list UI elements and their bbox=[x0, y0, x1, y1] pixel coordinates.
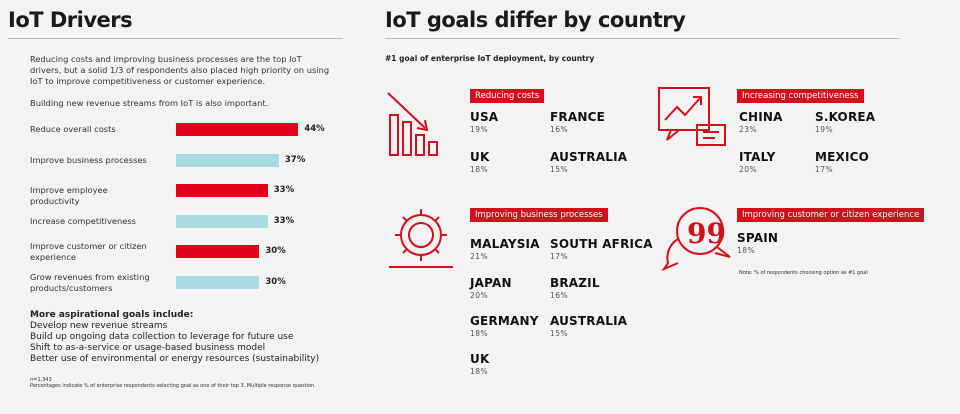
driver-value: 30% bbox=[265, 246, 286, 256]
left-title: IoT Drivers bbox=[8, 8, 133, 32]
driver-label: Improve employee productivity bbox=[30, 185, 108, 206]
group-label-improving-customer-experience: Improving customer or citizen experience bbox=[737, 208, 925, 222]
svg-text:99: 99 bbox=[687, 217, 726, 250]
aspirational-item: Develop new revenue streams bbox=[30, 321, 168, 331]
country-percent: 17% bbox=[550, 252, 569, 261]
country-percent: 20% bbox=[739, 165, 758, 174]
declining-chart-icon bbox=[385, 90, 455, 160]
driver-label: Increase competitiveness bbox=[30, 216, 136, 226]
driver-value: 30% bbox=[265, 277, 286, 287]
country-stat: UK 18% bbox=[470, 352, 489, 376]
quote-bubble-icon: 99 bbox=[660, 205, 732, 271]
country-percent: 18% bbox=[470, 329, 489, 338]
note: Note: % of respondents choosing option a… bbox=[739, 270, 868, 276]
country-name: USA bbox=[470, 110, 499, 124]
country-percent: 17% bbox=[815, 165, 834, 174]
country-percent: 18% bbox=[470, 165, 489, 174]
country-name: S.KOREA bbox=[815, 110, 876, 124]
country-stat: FRANCE 16% bbox=[550, 110, 605, 134]
country-name: CHINA bbox=[739, 110, 783, 124]
driver-label: Grow revenues from existing products/cus… bbox=[30, 272, 150, 293]
country-name: JAPAN bbox=[470, 276, 512, 290]
country-percent: 19% bbox=[470, 125, 489, 134]
driver-value: 33% bbox=[273, 216, 295, 226]
driver-bar bbox=[176, 276, 260, 289]
country-stat: CHINA 23% bbox=[739, 110, 783, 134]
country-name: SPAIN bbox=[737, 231, 779, 245]
driver-label: Reduce overall costs bbox=[30, 124, 116, 134]
country-stat: AUSTRALIA 15% bbox=[550, 150, 627, 174]
driver-value: 37% bbox=[284, 155, 306, 165]
country-stat: BRAZIL 16% bbox=[550, 276, 600, 300]
intro-text: Reducing costs and improving business pr… bbox=[30, 54, 330, 86]
country-percent: 19% bbox=[815, 125, 834, 134]
country-percent: 23% bbox=[739, 125, 758, 134]
divider bbox=[8, 38, 343, 39]
country-stat: ITALY 20% bbox=[739, 150, 775, 174]
country-name: UK bbox=[470, 150, 490, 164]
country-percent: 16% bbox=[550, 125, 569, 134]
country-name: AUSTRALIA bbox=[550, 150, 628, 164]
country-percent: 18% bbox=[470, 367, 489, 376]
group-label-reducing-costs: Reducing costs bbox=[470, 89, 545, 103]
country-stat: UK 18% bbox=[470, 150, 489, 174]
country-stat: AUSTRALIA 15% bbox=[550, 314, 627, 338]
aspirational-item: Shift to as-a-service or usage-based bus… bbox=[30, 343, 266, 353]
country-stat: SPAIN 18% bbox=[737, 231, 778, 255]
driver-bar bbox=[176, 154, 279, 167]
driver-value: 33% bbox=[273, 185, 295, 195]
divider bbox=[385, 38, 900, 39]
country-name: BRAZIL bbox=[550, 276, 600, 290]
country-name: FRANCE bbox=[550, 110, 605, 124]
country-percent: 18% bbox=[737, 246, 756, 255]
country-stat: S.KOREA 19% bbox=[815, 110, 875, 134]
driver-bar bbox=[176, 123, 299, 136]
country-name: ITALY bbox=[739, 150, 776, 164]
aspirational-item: Build up ongoing data collection to leve… bbox=[30, 332, 294, 342]
intro-text-2: Building new revenue streams from IoT is… bbox=[30, 98, 269, 108]
driver-bar bbox=[176, 245, 260, 258]
country-stat: USA 19% bbox=[470, 110, 498, 134]
country-name: UK bbox=[470, 352, 490, 366]
gear-icon bbox=[385, 205, 457, 277]
sample-size: n=1,343 bbox=[30, 377, 52, 383]
country-stat: GERMANY 18% bbox=[470, 314, 539, 338]
country-stat: JAPAN 20% bbox=[470, 276, 512, 300]
country-name: SOUTH AFRICA bbox=[550, 237, 653, 251]
footnote: Percentages indicate % of enterprise res… bbox=[30, 383, 316, 389]
driver-label: Improve customer or citizen experience bbox=[30, 241, 147, 262]
country-percent: 20% bbox=[470, 291, 489, 300]
country-stat: MALAYSIA 21% bbox=[470, 237, 540, 261]
driver-value: 44% bbox=[304, 124, 325, 134]
aspirational-item: Better use of environmental or energy re… bbox=[30, 354, 320, 364]
country-name: MEXICO bbox=[815, 150, 870, 164]
country-name: AUSTRALIA bbox=[550, 314, 628, 328]
country-name: GERMANY bbox=[470, 314, 539, 328]
right-title: IoT goals differ by country bbox=[385, 8, 686, 32]
aspirational-title: More aspirational goals include: bbox=[30, 310, 194, 320]
country-stat: SOUTH AFRICA 17% bbox=[550, 237, 653, 261]
driver-label: Improve business processes bbox=[30, 155, 147, 165]
country-percent: 21% bbox=[470, 252, 489, 261]
group-label-improving-business-processes: Improving business processes bbox=[470, 208, 608, 222]
country-percent: 16% bbox=[550, 291, 569, 300]
group-label-increasing-competitiveness: Increasing competitiveness bbox=[737, 89, 864, 103]
country-percent: 15% bbox=[550, 329, 569, 338]
subtitle: #1 goal of enterprise IoT deployment, by… bbox=[385, 54, 595, 63]
country-stat: MEXICO 17% bbox=[815, 150, 869, 174]
country-percent: 15% bbox=[550, 165, 569, 174]
driver-bar bbox=[176, 184, 268, 197]
driver-bar bbox=[176, 215, 268, 228]
growth-chart-icon bbox=[657, 85, 729, 157]
country-name: MALAYSIA bbox=[470, 237, 540, 251]
